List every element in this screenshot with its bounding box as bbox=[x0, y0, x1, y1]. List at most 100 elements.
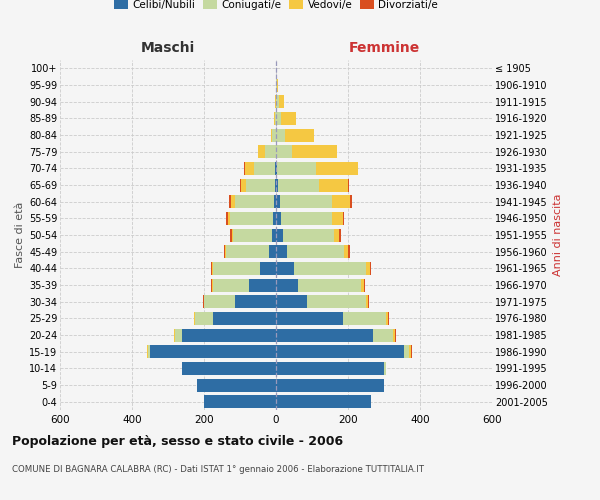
Bar bbox=[211, 262, 212, 275]
Bar bbox=[233, 228, 272, 241]
Bar bbox=[276, 78, 277, 92]
Bar bbox=[213, 262, 260, 275]
Bar bbox=[274, 112, 275, 125]
Bar bbox=[175, 328, 182, 342]
Bar bbox=[212, 278, 213, 291]
Bar bbox=[276, 295, 307, 308]
Bar bbox=[276, 195, 280, 208]
Bar bbox=[275, 162, 276, 175]
Bar bbox=[285, 128, 314, 141]
Bar bbox=[148, 345, 150, 358]
Bar bbox=[281, 112, 296, 125]
Bar bbox=[276, 95, 279, 108]
Bar bbox=[298, 278, 361, 291]
Bar bbox=[232, 228, 233, 241]
Bar bbox=[276, 395, 371, 408]
Bar bbox=[195, 312, 213, 325]
Legend: Celibi/Nubili, Coniugati/e, Vedovi/e, Divorziati/e: Celibi/Nubili, Coniugati/e, Vedovi/e, Di… bbox=[110, 0, 442, 14]
Bar bbox=[246, 178, 275, 192]
Bar bbox=[404, 345, 409, 358]
Bar bbox=[226, 212, 228, 225]
Bar bbox=[245, 162, 254, 175]
Bar bbox=[182, 362, 276, 375]
Bar bbox=[197, 378, 276, 392]
Bar bbox=[249, 278, 276, 291]
Bar bbox=[272, 228, 276, 241]
Bar bbox=[364, 278, 365, 291]
Bar bbox=[388, 312, 389, 325]
Bar bbox=[231, 195, 235, 208]
Text: Popolazione per età, sesso e stato civile - 2006: Popolazione per età, sesso e stato civil… bbox=[12, 435, 343, 448]
Bar bbox=[370, 262, 371, 275]
Bar bbox=[276, 328, 373, 342]
Bar bbox=[273, 212, 276, 225]
Bar bbox=[276, 178, 278, 192]
Bar bbox=[278, 178, 319, 192]
Bar bbox=[244, 162, 245, 175]
Bar bbox=[344, 245, 348, 258]
Bar bbox=[228, 212, 230, 225]
Bar bbox=[279, 95, 284, 108]
Bar bbox=[292, 145, 337, 158]
Bar bbox=[260, 262, 276, 275]
Bar bbox=[204, 295, 235, 308]
Bar bbox=[213, 278, 249, 291]
Bar bbox=[386, 312, 388, 325]
Bar bbox=[348, 178, 349, 192]
Bar bbox=[395, 328, 396, 342]
Bar bbox=[276, 378, 384, 392]
Bar bbox=[307, 295, 366, 308]
Bar bbox=[174, 328, 175, 342]
Y-axis label: Fasce di età: Fasce di età bbox=[14, 202, 25, 268]
Bar bbox=[411, 345, 412, 358]
Bar bbox=[276, 112, 281, 125]
Bar bbox=[366, 295, 368, 308]
Bar bbox=[294, 262, 366, 275]
Bar bbox=[274, 195, 276, 208]
Bar bbox=[276, 212, 281, 225]
Bar bbox=[235, 295, 276, 308]
Bar bbox=[332, 195, 350, 208]
Bar bbox=[182, 328, 276, 342]
Bar bbox=[332, 212, 343, 225]
Y-axis label: Anni di nascita: Anni di nascita bbox=[553, 194, 563, 276]
Bar bbox=[224, 245, 225, 258]
Bar bbox=[350, 195, 352, 208]
Bar bbox=[361, 278, 364, 291]
Bar bbox=[339, 228, 341, 241]
Bar bbox=[316, 162, 358, 175]
Bar bbox=[254, 162, 275, 175]
Text: Maschi: Maschi bbox=[141, 41, 195, 55]
Bar bbox=[204, 395, 276, 408]
Bar bbox=[393, 328, 395, 342]
Bar bbox=[212, 262, 213, 275]
Bar bbox=[283, 228, 334, 241]
Bar bbox=[265, 145, 276, 158]
Bar bbox=[276, 362, 384, 375]
Bar bbox=[276, 228, 283, 241]
Bar bbox=[409, 345, 411, 358]
Bar bbox=[269, 245, 276, 258]
Bar bbox=[276, 162, 277, 175]
Bar bbox=[229, 195, 231, 208]
Bar bbox=[343, 312, 386, 325]
Bar bbox=[280, 195, 332, 208]
Bar bbox=[276, 245, 287, 258]
Bar bbox=[258, 145, 265, 158]
Bar bbox=[150, 345, 276, 358]
Bar bbox=[343, 212, 344, 225]
Bar bbox=[276, 345, 404, 358]
Bar bbox=[272, 128, 276, 141]
Bar bbox=[384, 362, 386, 375]
Text: COMUNE DI BAGNARA CALABRA (RC) - Dati ISTAT 1° gennaio 2006 - Elaborazione TUTTI: COMUNE DI BAGNARA CALABRA (RC) - Dati IS… bbox=[12, 465, 424, 474]
Bar bbox=[235, 195, 274, 208]
Bar bbox=[276, 262, 294, 275]
Bar bbox=[241, 178, 246, 192]
Text: Femmine: Femmine bbox=[349, 41, 419, 55]
Bar bbox=[239, 178, 241, 192]
Bar bbox=[226, 245, 269, 258]
Bar bbox=[277, 162, 316, 175]
Bar bbox=[211, 278, 212, 291]
Bar bbox=[275, 112, 276, 125]
Bar bbox=[277, 78, 278, 92]
